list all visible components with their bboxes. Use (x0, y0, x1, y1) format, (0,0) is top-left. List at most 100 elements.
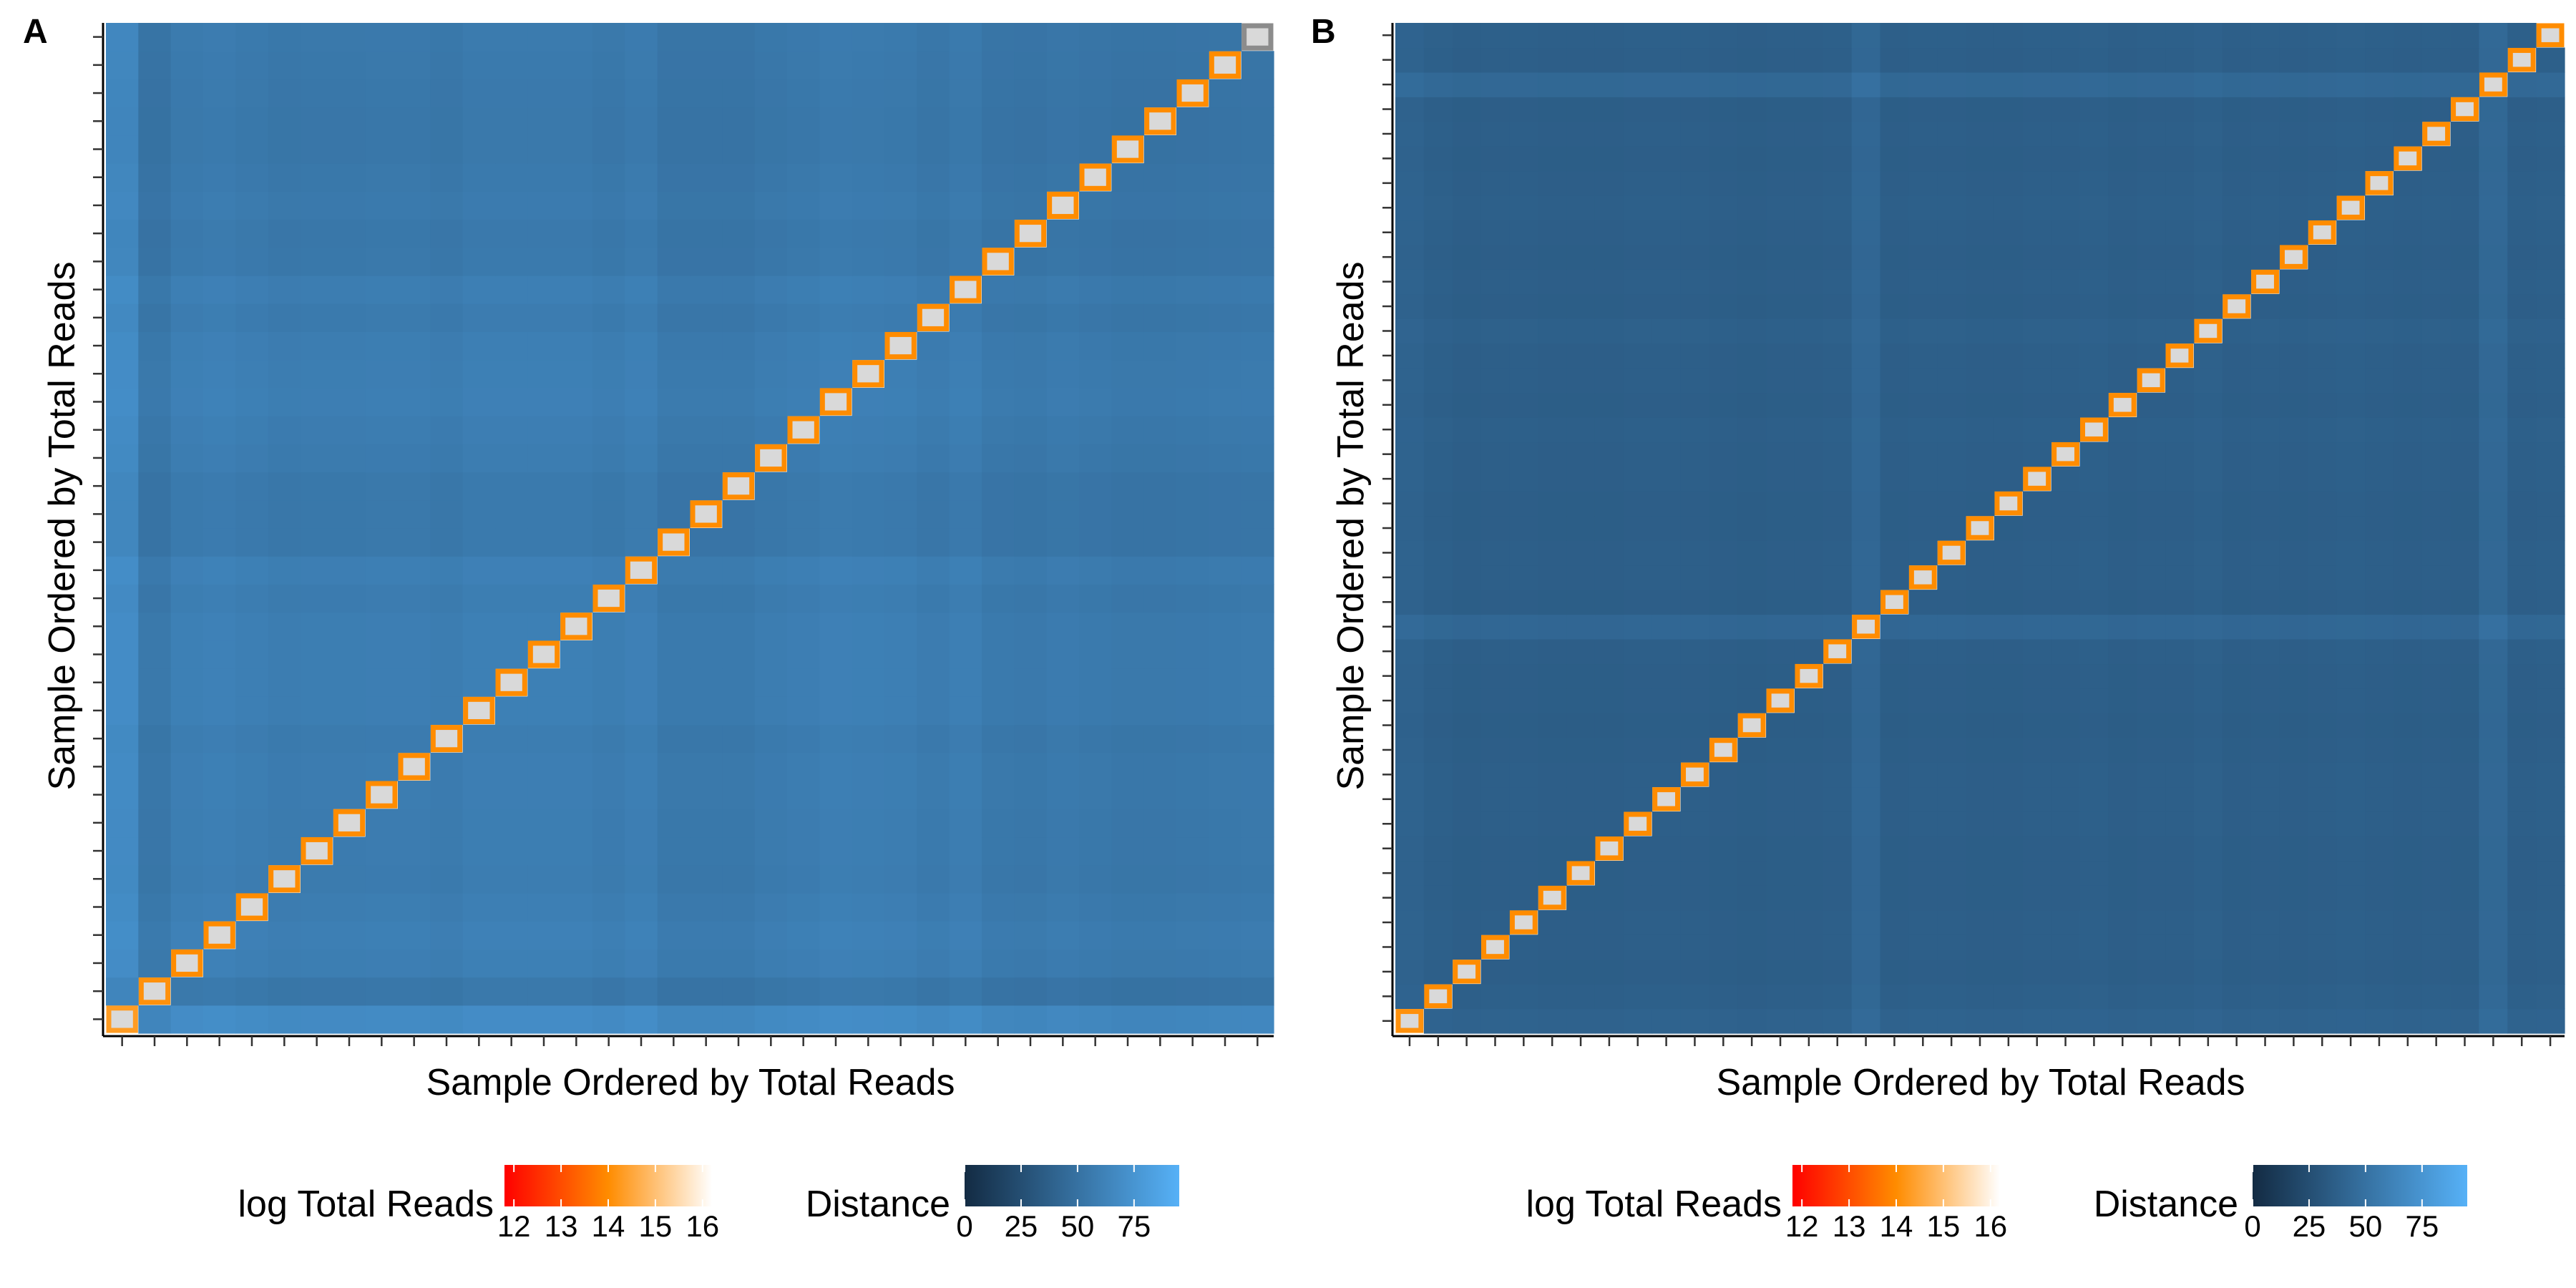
heatmap-cell (2250, 72, 2280, 97)
heatmap-cell (1937, 121, 1966, 147)
heatmap-cell (2250, 515, 2280, 541)
heatmap-cell (754, 556, 788, 585)
heatmap-cell (398, 836, 431, 866)
heatmap-cell (2336, 663, 2366, 689)
heatmap-cell (819, 612, 853, 641)
heatmap-cell (1994, 984, 2024, 1010)
heatmap-cell (138, 247, 172, 276)
heatmap-cell (430, 472, 464, 501)
heatmap-cell (1594, 23, 1624, 49)
heatmap-cell (949, 864, 982, 894)
heatmap-cell (2507, 959, 2537, 985)
heatmap-cell (625, 640, 658, 669)
diagonal-cell (2451, 97, 2479, 122)
heatmap-cell (1851, 590, 1881, 615)
heatmap-cell (462, 191, 496, 220)
heatmap-cell (1209, 23, 1242, 52)
heatmap-cell (398, 387, 431, 416)
heatmap-cell (2279, 417, 2308, 443)
heatmap-cell (819, 668, 853, 697)
heatmap-cell (657, 977, 691, 1006)
heatmap-cell (1423, 909, 1453, 935)
heatmap-cell (2308, 318, 2337, 344)
heatmap-cell (2336, 121, 2366, 147)
heatmap-cell (430, 247, 464, 276)
heatmap-cell (592, 640, 625, 669)
heatmap-cell (1143, 303, 1177, 333)
heatmap-cell (1823, 269, 1853, 295)
heatmap-cell (2393, 220, 2423, 245)
heatmap-cell (592, 444, 625, 473)
heatmap-cell (203, 724, 236, 753)
heatmap-cell (398, 23, 431, 52)
heatmap-cell (884, 864, 917, 894)
heatmap-cell (1823, 146, 1853, 172)
heatmap-cell (2108, 491, 2137, 517)
heatmap-cell (2051, 811, 2081, 837)
heatmap-cell (1594, 984, 1624, 1010)
heatmap-cell (1851, 343, 1881, 369)
heatmap-cell (1794, 146, 1824, 172)
heatmap-cell (2108, 220, 2137, 245)
heatmap-cell (365, 135, 399, 164)
heatmap-cell (2051, 170, 2081, 196)
heatmap-cell (1241, 668, 1274, 697)
heatmap-cell (1937, 638, 1966, 665)
heatmap-cell (1966, 195, 1995, 221)
heatmap-cell (722, 892, 756, 922)
heatmap-cell (949, 528, 982, 557)
heatmap-cell (2393, 121, 2423, 147)
heatmap-cell (560, 79, 593, 108)
heatmap-cell (560, 724, 593, 753)
heatmap-cell (1966, 318, 1995, 344)
heatmap-cell (690, 668, 723, 697)
heatmap-cell (949, 444, 982, 473)
heatmap-cell (1851, 318, 1881, 344)
heatmap-cell (527, 864, 561, 894)
heatmap-cell (1111, 359, 1145, 389)
heatmap-cell (1395, 97, 1425, 122)
heatmap-cell (1452, 97, 1482, 122)
heatmap-cell (560, 135, 593, 164)
heatmap-cell (982, 752, 1015, 781)
heatmap-cell (2421, 614, 2451, 640)
heatmap-cell (1241, 977, 1274, 1006)
heatmap-cell (2108, 146, 2137, 172)
heatmap-cell (1794, 614, 1824, 640)
heatmap-cell (2393, 47, 2423, 73)
heatmap-cell (1423, 836, 1453, 862)
heatmap-cell (301, 23, 333, 52)
heatmap-cell (1966, 959, 1995, 985)
heatmap-cell (1880, 441, 1909, 467)
heatmap-cell (2421, 97, 2451, 122)
diagonal-cell (1766, 688, 1795, 713)
heatmap-cell (625, 612, 658, 641)
heatmap-cell (1509, 318, 1538, 344)
heatmap-cell (1395, 368, 1425, 394)
heatmap-cell (170, 275, 204, 304)
heatmap-cell (2051, 959, 2081, 985)
heatmap-cell (1623, 909, 1653, 935)
heatmap-cell (268, 191, 301, 220)
diagonal-cell (1395, 1009, 1424, 1033)
heatmap-cell (1566, 688, 1596, 713)
heatmap-cell (949, 51, 982, 80)
diagonal-cell (690, 500, 722, 528)
heatmap-cell (754, 836, 788, 866)
heatmap-cell (1143, 472, 1177, 501)
heatmap-cell (1452, 984, 1482, 1010)
heatmap-cell (430, 219, 464, 248)
heatmap-cell (2137, 1008, 2166, 1034)
heatmap-cell (1794, 72, 1824, 97)
heatmap-cell (1623, 441, 1653, 467)
heatmap-cell (1241, 584, 1274, 613)
heatmap-cell (2079, 269, 2109, 295)
heatmap-cell (203, 781, 236, 809)
heatmap-cell (2137, 638, 2166, 665)
heatmap-cell (2279, 343, 2308, 369)
heatmap-cell (1111, 921, 1145, 950)
heatmap-cell (1737, 121, 1767, 147)
heatmap-cell (430, 584, 464, 613)
heatmap-cell (2279, 47, 2308, 73)
heatmap-cell (2308, 885, 2337, 911)
